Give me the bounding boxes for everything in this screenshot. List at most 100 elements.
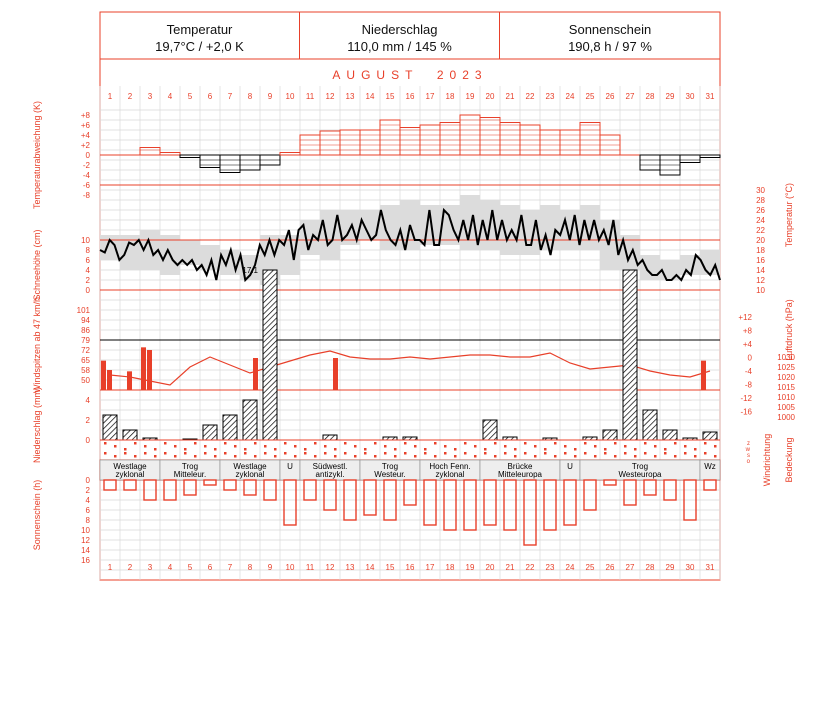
day-label-top: 24 (566, 92, 575, 101)
wind-direction-dot (154, 448, 157, 451)
month-title: AUGUST 2023 (332, 68, 487, 82)
header-precipitation: Niederschlag 110,0 mm / 145 % (300, 12, 500, 59)
precip-bar (322, 434, 338, 441)
day-label-bottom: 29 (666, 563, 675, 572)
sunshine-bar (263, 479, 277, 501)
day-label-bottom: 25 (586, 563, 595, 572)
precip-overflow-label: 17.1 (242, 266, 258, 275)
wind-direction-dot (504, 445, 507, 448)
wind-tick: 72 (81, 346, 90, 355)
cloud-cover-dot (464, 452, 467, 455)
wind-direction-dot (294, 445, 297, 448)
cloud-cover-dot (374, 455, 377, 458)
day-label-bottom: 14 (366, 563, 375, 572)
wind-axis-label: Windspitzen ab 47 km/h (32, 297, 42, 393)
sunshine-bar (183, 479, 197, 496)
precip-tick: 2 (86, 416, 91, 425)
cloud-cover-dot (424, 452, 427, 455)
sunshine-tick: 2 (86, 486, 91, 495)
temperature-tick: 14 (756, 266, 765, 275)
weather-type-label: Westlage (233, 462, 267, 471)
pressure-tick: 1010 (777, 393, 795, 402)
pressure-deviation-tick: -4 (745, 367, 753, 376)
cloud-cover-dot (494, 455, 497, 458)
day-label-bottom: 22 (526, 563, 535, 572)
sunshine-tick: 14 (81, 546, 90, 555)
temp-deviation-tick: -8 (83, 191, 91, 200)
wind-direction-dot (304, 448, 307, 451)
wind-direction-dot (334, 448, 337, 451)
cloud-cover-dot (404, 452, 407, 455)
wind-direction-dot (594, 445, 597, 448)
sunshine-tick: 8 (86, 516, 91, 525)
precip-bar (222, 414, 238, 441)
deviation-bar (399, 127, 421, 156)
temp-range-band (360, 210, 380, 240)
day-label-top: 22 (526, 92, 535, 101)
cloud-cover-dot (394, 455, 397, 458)
day-label-bottom: 15 (386, 563, 395, 572)
cloud-cover-dot (294, 455, 297, 458)
temp-range-band (100, 235, 120, 260)
deviation-bar (699, 154, 721, 158)
deviation-bar (639, 154, 661, 171)
day-label-top: 7 (228, 92, 233, 101)
cloud-cover-dot (114, 455, 117, 458)
sunshine-bar (583, 479, 597, 511)
weather-type-sublabel: zyklonal (436, 470, 465, 479)
deviation-bar (559, 129, 581, 156)
wind-direction-dot (144, 445, 147, 448)
sunshine-tick: 6 (86, 506, 91, 515)
cloud-cover-dot (714, 455, 717, 458)
day-label-top: 13 (346, 92, 355, 101)
sunshine-bar (343, 479, 357, 521)
temp-range-band (500, 205, 520, 255)
cloud-cover-dot (324, 452, 327, 455)
weather-type-label: Trog (182, 462, 198, 471)
precip-bar (622, 269, 638, 441)
weather-type-label: Trog (382, 462, 398, 471)
temperature-tick: 24 (756, 216, 765, 225)
deviation-bar (179, 154, 201, 158)
wind-direction-dot (624, 445, 627, 448)
wind-direction-dot (354, 445, 357, 448)
cloud-cover-dot (274, 455, 277, 458)
sunshine-tick: 10 (81, 526, 90, 535)
temp-deviation-tick: +2 (81, 141, 91, 150)
wind-gust-bar (141, 347, 146, 390)
day-label-top: 9 (268, 92, 273, 101)
temperature-tick: 28 (756, 196, 765, 205)
cloud-cover-dot (314, 455, 317, 458)
weather-type-sublabel: Mitteleur. (174, 470, 206, 479)
day-label-bottom: 7 (228, 563, 233, 572)
wind-direction-dot (584, 442, 587, 445)
wind-direction-dot (364, 448, 367, 451)
pressure-tick: 1015 (777, 383, 795, 392)
weather-type-label: Westlage (113, 462, 147, 471)
deviation-bar (159, 152, 181, 156)
wind-direction-dot (384, 445, 387, 448)
deviation-bar (539, 129, 561, 156)
sunshine-axis-label: Sonnenschein (h) (32, 480, 42, 551)
precip-bar (242, 399, 258, 441)
snow-tick: 0 (86, 286, 91, 295)
wind-direction-dot (174, 445, 177, 448)
cloud-cover-dot (154, 455, 157, 458)
sunshine-bar (283, 479, 297, 526)
cloud-cover-dot (564, 452, 567, 455)
sunshine-bar (143, 479, 157, 501)
precip-tick: 4 (86, 396, 91, 405)
sunshine-tick: 12 (81, 536, 90, 545)
day-label-bottom: 4 (168, 563, 173, 572)
cloud-cover-dot (514, 455, 517, 458)
sunshine-bar (603, 479, 617, 486)
day-label-top: 25 (586, 92, 595, 101)
sunshine-tick: 16 (81, 556, 90, 565)
wind-direction-dot (394, 448, 397, 451)
sunshine-bar (303, 479, 317, 501)
pressure-deviation-tick: +12 (738, 313, 752, 322)
cloud-cover-dot (344, 452, 347, 455)
day-label-top: 28 (646, 92, 655, 101)
wind-direction-dot (474, 445, 477, 448)
wind-direction-dot (654, 445, 657, 448)
